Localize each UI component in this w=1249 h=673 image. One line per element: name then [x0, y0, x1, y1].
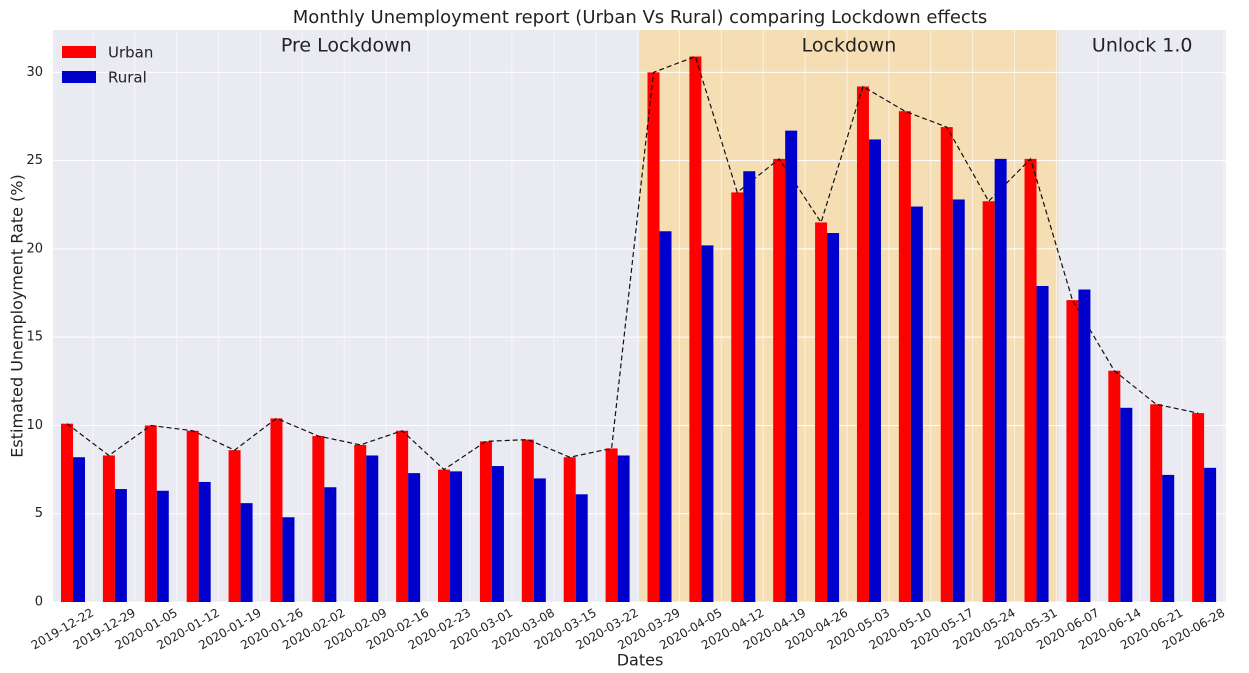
bar — [1162, 474, 1175, 602]
bar — [324, 487, 337, 602]
y-tick-label: 25 — [26, 153, 43, 168]
bar — [701, 245, 714, 602]
bar — [396, 430, 409, 602]
phase-label: Pre Lockdown — [281, 35, 412, 57]
bar — [827, 233, 840, 602]
bar — [1108, 370, 1121, 602]
bar — [228, 450, 241, 602]
bar — [982, 201, 995, 602]
bar — [659, 231, 672, 602]
y-axis-label: Estimated Unemployment Rate (%) — [8, 174, 27, 457]
phase-label: Lockdown — [802, 35, 897, 57]
bar — [689, 56, 702, 602]
bar — [617, 455, 630, 602]
bar — [563, 457, 576, 602]
trend-line — [66, 55, 1199, 471]
bar — [1036, 285, 1049, 602]
bar — [1078, 289, 1091, 602]
bar — [1150, 404, 1163, 602]
y-tick-label: 20 — [26, 241, 43, 256]
bar — [731, 192, 744, 603]
bar — [73, 457, 85, 602]
legend-label: Urban — [108, 44, 153, 62]
bar — [450, 471, 463, 602]
bar — [773, 158, 786, 603]
legend-swatch — [62, 71, 96, 83]
bar — [1204, 467, 1217, 602]
x-axis-label: Dates — [617, 651, 664, 670]
bar — [856, 86, 869, 602]
bar — [114, 489, 127, 602]
bar — [240, 503, 253, 602]
bar — [198, 481, 211, 602]
bar — [910, 206, 923, 602]
bar — [491, 466, 504, 602]
bar — [479, 441, 492, 602]
bar — [186, 430, 199, 602]
bar — [952, 199, 965, 602]
y-tick-label: 30 — [26, 65, 43, 80]
phase-label: Unlock 1.0 — [1092, 35, 1193, 57]
bar — [408, 473, 421, 602]
y-tick-label: 0 — [35, 595, 43, 610]
bar — [354, 444, 367, 602]
bar — [868, 139, 881, 602]
bar — [533, 478, 546, 602]
bar — [940, 127, 953, 603]
bar — [898, 111, 911, 603]
bar — [144, 425, 157, 602]
bar — [270, 418, 283, 602]
bar — [1120, 407, 1133, 602]
y-tick-label: 5 — [35, 506, 43, 521]
bar — [575, 494, 588, 602]
bar — [605, 448, 618, 602]
bar — [1192, 413, 1205, 602]
bar — [61, 423, 73, 602]
bar — [785, 130, 798, 602]
legend-label: Rural — [108, 69, 147, 87]
y-tick-label: 10 — [26, 418, 43, 433]
bar — [647, 72, 660, 603]
bar — [438, 469, 451, 602]
bar — [994, 158, 1007, 603]
legend-swatch — [62, 46, 96, 58]
bar — [366, 455, 379, 602]
chart-title: Monthly Unemployment report (Urban Vs Ru… — [293, 7, 988, 28]
bar — [815, 222, 828, 602]
bar — [156, 490, 169, 602]
bar — [1066, 300, 1079, 602]
bar — [521, 439, 534, 602]
bar — [282, 517, 295, 602]
bar — [312, 436, 325, 602]
bar — [1024, 158, 1037, 603]
y-tick-label: 15 — [26, 330, 43, 345]
bar — [102, 455, 115, 602]
bar — [743, 171, 756, 603]
